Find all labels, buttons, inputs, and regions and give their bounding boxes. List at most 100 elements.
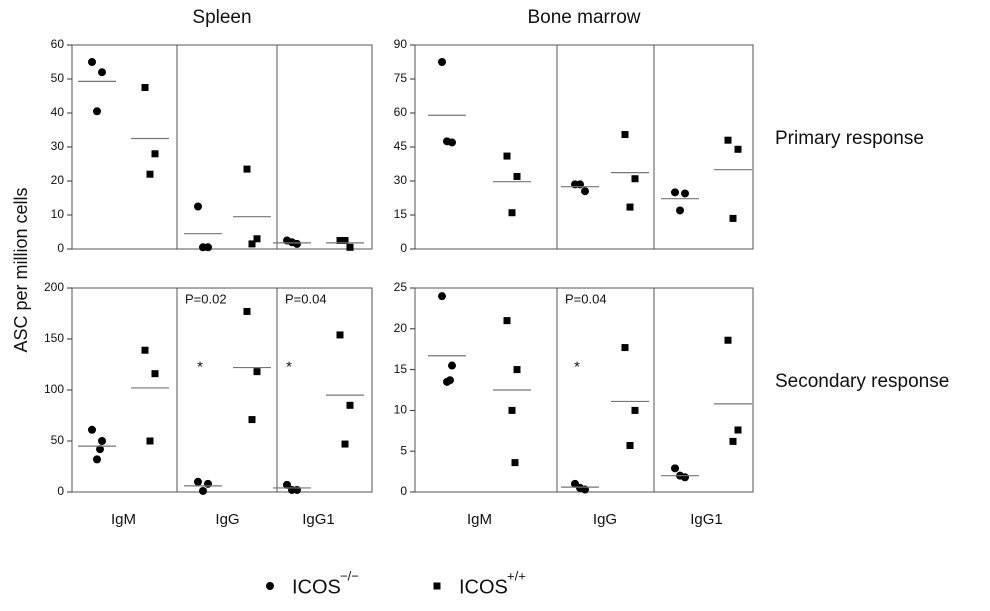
x-tick-label: IgM — [111, 511, 136, 528]
data-point — [88, 58, 96, 66]
p-value: P=0.04 — [565, 291, 607, 306]
data-point — [93, 107, 101, 116]
data-point — [283, 480, 291, 489]
data-point — [288, 238, 296, 247]
data-point — [288, 485, 296, 494]
data-point — [581, 187, 589, 196]
column-title: Bone marrow — [528, 7, 641, 28]
data-point — [98, 437, 106, 445]
data-point — [194, 202, 202, 211]
data-point — [621, 131, 629, 139]
y-tick-label: 0 — [400, 241, 407, 255]
x-tick-label: IgM — [467, 511, 492, 528]
data-point — [626, 441, 634, 449]
data-point — [734, 426, 742, 434]
y-tick-label: 10 — [51, 207, 65, 221]
data-point — [346, 243, 354, 251]
data-point — [681, 189, 689, 198]
data-point — [631, 406, 639, 414]
data-point — [621, 344, 629, 352]
y-tick-label: 75 — [394, 71, 408, 85]
significance-star: * — [574, 359, 580, 376]
row-label: Secondary response — [775, 371, 949, 392]
data-point — [448, 361, 456, 370]
data-point — [729, 214, 737, 222]
data-point — [724, 136, 732, 144]
data-point — [503, 152, 511, 160]
data-point — [729, 437, 737, 445]
data-point — [151, 370, 159, 378]
y-tick-label: 0 — [57, 484, 64, 498]
data-point — [513, 172, 521, 180]
data-point — [243, 307, 251, 315]
data-point — [151, 150, 159, 158]
x-tick-label: IgG — [593, 511, 617, 528]
data-point — [438, 292, 446, 301]
data-point — [199, 486, 207, 495]
y-tick-label: 200 — [44, 280, 64, 294]
y-tick-label: 60 — [51, 37, 65, 51]
data-point — [141, 346, 149, 354]
data-point — [204, 479, 212, 488]
data-point — [508, 406, 516, 414]
column-title: Spleen — [192, 7, 251, 28]
data-point — [141, 84, 149, 91]
data-point — [671, 188, 679, 197]
data-point — [336, 331, 344, 339]
data-point — [443, 137, 451, 146]
y-tick-label: 25 — [394, 280, 408, 294]
data-point — [253, 368, 261, 376]
data-point — [93, 455, 101, 464]
data-point — [194, 477, 202, 486]
y-axis-label: ASC per million cells — [11, 187, 31, 352]
legend-label: ICOS — [459, 576, 508, 598]
data-point — [248, 240, 256, 248]
data-point — [724, 336, 732, 344]
y-tick-label: 30 — [394, 173, 408, 187]
data-point — [243, 165, 251, 173]
data-point — [511, 459, 519, 467]
data-point — [438, 58, 446, 66]
data-point — [199, 243, 207, 252]
x-tick-label: IgG1 — [302, 511, 335, 528]
legend-superscript: +/+ — [507, 568, 526, 583]
y-tick-label: 50 — [51, 433, 65, 447]
data-point — [146, 437, 154, 445]
y-tick-label: 30 — [51, 139, 65, 153]
x-tick-label: IgG1 — [690, 511, 723, 528]
y-tick-label: 5 — [400, 443, 407, 457]
y-tick-label: 45 — [394, 139, 408, 153]
y-tick-label: 150 — [44, 331, 64, 345]
plot-frame — [414, 44, 754, 250]
data-point — [346, 401, 354, 409]
data-point — [96, 445, 104, 454]
legend-superscript: −/− — [340, 568, 359, 583]
y-tick-label: 0 — [57, 241, 64, 255]
y-tick-label: 90 — [394, 37, 408, 51]
data-point — [88, 425, 96, 434]
data-point — [671, 464, 679, 473]
y-tick-label: 60 — [394, 105, 408, 119]
significance-star: * — [197, 359, 203, 376]
data-point — [576, 483, 584, 492]
y-tick-label: 10 — [394, 403, 408, 417]
y-tick-label: 0 — [400, 484, 407, 498]
p-value: P=0.04 — [285, 291, 327, 306]
y-tick-label: 15 — [394, 207, 408, 221]
plot-frame — [71, 44, 373, 250]
x-tick-label: IgG — [215, 511, 239, 528]
legend-marker — [266, 582, 274, 590]
data-point — [146, 170, 154, 178]
data-point — [341, 237, 349, 244]
data-point — [513, 366, 521, 374]
plot-frame — [414, 287, 754, 493]
y-tick-label: 20 — [51, 173, 65, 187]
data-point — [253, 235, 261, 243]
data-point — [341, 440, 349, 448]
row-label: Primary response — [775, 128, 924, 149]
data-point — [626, 203, 634, 211]
data-point — [248, 416, 256, 424]
significance-star: * — [286, 359, 292, 376]
legend-label: ICOS — [292, 576, 341, 598]
legend-marker — [433, 582, 441, 590]
